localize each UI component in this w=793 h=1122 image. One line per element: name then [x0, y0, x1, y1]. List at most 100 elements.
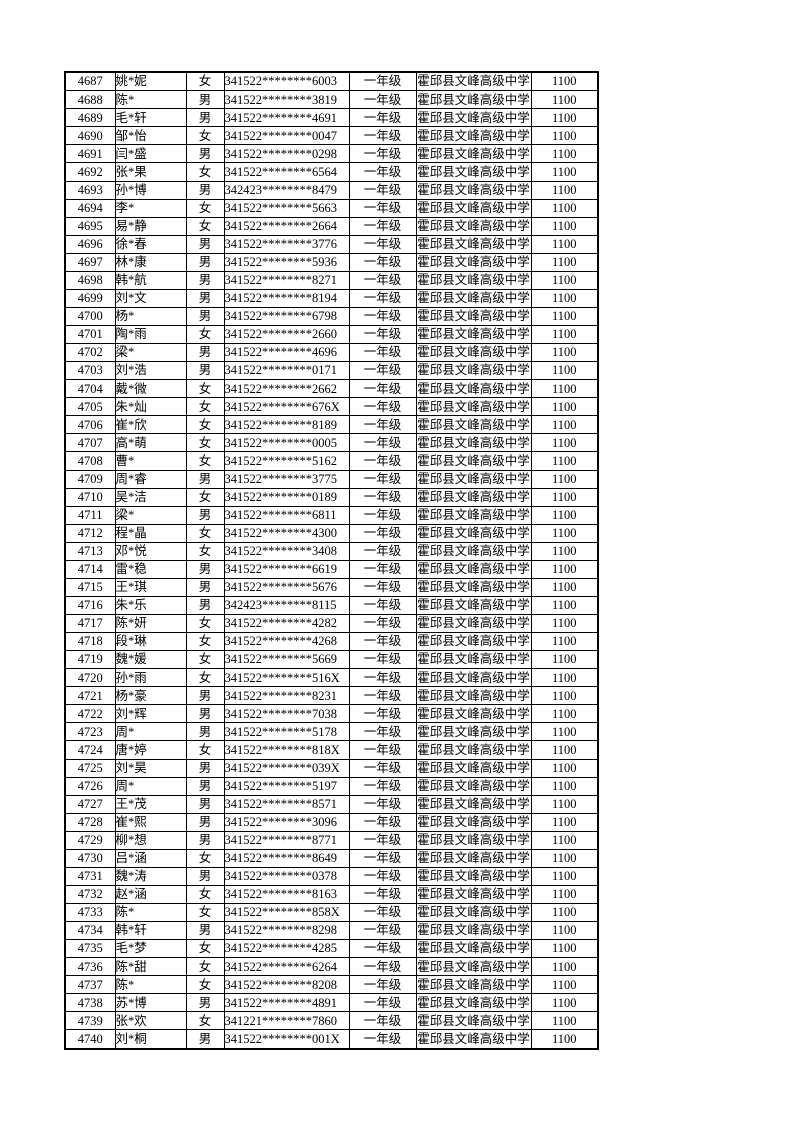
cell-school: 霍邱县文峰高级中学: [415, 993, 532, 1013]
cell-student-name: 陈*甜: [114, 957, 187, 977]
cell-serial-number: 4718: [64, 632, 116, 652]
cell-school: 霍邱县文峰高级中学: [415, 903, 532, 923]
cell-amount: 1100: [530, 794, 599, 814]
cell-amount: 1100: [530, 668, 599, 688]
cell-gender: 男: [185, 234, 225, 254]
cell-student-name: 周*睿: [114, 469, 187, 489]
cell-id-number: 341522********6811: [223, 505, 350, 525]
cell-student-name: 刘*昊: [114, 758, 187, 778]
cell-amount: 1100: [530, 270, 599, 290]
cell-id-number: 341522********4268: [223, 632, 350, 652]
cell-grade: 一年级: [348, 903, 417, 923]
cell-gender: 男: [185, 776, 225, 796]
cell-amount: 1100: [530, 722, 599, 742]
cell-gender: 男: [185, 144, 225, 164]
cell-student-name: 段*琳: [114, 632, 187, 652]
cell-student-name: 陈*: [114, 90, 187, 110]
cell-student-name: 雷*稳: [114, 559, 187, 579]
cell-id-number: 341522********0298: [223, 144, 350, 164]
table-row: 4705 朱*灿 女 341522********676X 一年级 霍邱县文峰高…: [64, 397, 599, 417]
cell-serial-number: 4700: [64, 306, 116, 327]
cell-id-number: 341522********8194: [223, 288, 350, 308]
table-row: 4712 程*晶 女 341522********4300 一年级 霍邱县文峰高…: [64, 523, 599, 543]
cell-serial-number: 4724: [64, 740, 116, 760]
cell-amount: 1100: [530, 433, 599, 453]
cell-serial-number: 4708: [64, 451, 116, 471]
cell-grade: 一年级: [348, 595, 417, 616]
cell-gender: 女: [185, 668, 225, 688]
table-row: 4687 姚*妮 女 341522********6003 一年级 霍邱县文峰高…: [64, 71, 599, 92]
cell-amount: 1100: [530, 921, 599, 941]
cell-gender: 男: [185, 758, 225, 778]
table-row: 4733 陈* 女 341522********858X 一年级 霍邱县文峰高级…: [64, 903, 599, 923]
cell-serial-number: 4703: [64, 361, 116, 381]
cell-amount: 1100: [530, 1011, 599, 1031]
cell-amount: 1100: [530, 180, 599, 200]
cell-gender: 男: [185, 90, 225, 110]
cell-gender: 女: [185, 162, 225, 182]
cell-serial-number: 4692: [64, 162, 116, 182]
cell-id-number: 341522********3819: [223, 90, 350, 110]
cell-id-number: 341522********8649: [223, 848, 350, 868]
cell-id-number: 341522********2662: [223, 379, 350, 399]
table-row: 4692 张*果 女 341522********6564 一年级 霍邱县文峰高…: [64, 162, 599, 182]
cell-school: 霍邱县文峰高级中学: [415, 325, 532, 345]
cell-grade: 一年级: [348, 650, 417, 670]
cell-id-number: 341522********8298: [223, 921, 350, 941]
cell-id-number: 341522********4285: [223, 939, 350, 959]
cell-serial-number: 4736: [64, 957, 116, 977]
table-row: 4723 周* 男 341522********5178 一年级 霍邱县文峰高级…: [64, 722, 599, 742]
cell-school: 霍邱县文峰高级中学: [415, 126, 532, 146]
cell-serial-number: 4739: [64, 1011, 116, 1031]
cell-gender: 男: [185, 505, 225, 525]
cell-grade: 一年级: [348, 252, 417, 272]
cell-grade: 一年级: [348, 469, 417, 489]
cell-student-name: 程*晶: [114, 523, 187, 543]
cell-grade: 一年级: [348, 577, 417, 597]
table-row: 4693 孙*博 男 342423********8479 一年级 霍邱县文峰高…: [64, 180, 599, 200]
cell-grade: 一年级: [348, 523, 417, 543]
cell-student-name: 孙*雨: [114, 668, 187, 688]
cell-id-number: 341522********8163: [223, 884, 350, 905]
cell-school: 霍邱县文峰高级中学: [415, 614, 532, 634]
table-row: 4688 陈* 男 341522********3819 一年级 霍邱县文峰高级…: [64, 90, 599, 110]
cell-serial-number: 4694: [64, 198, 116, 218]
cell-id-number: 341522********5669: [223, 650, 350, 670]
cell-gender: 男: [185, 595, 225, 616]
table-row: 4734 韩*轩 男 341522********8298 一年级 霍邱县文峰高…: [64, 921, 599, 941]
cell-gender: 女: [185, 433, 225, 453]
cell-school: 霍邱县文峰高级中学: [415, 577, 532, 597]
cell-gender: 男: [185, 722, 225, 742]
cell-serial-number: 4702: [64, 343, 116, 363]
cell-amount: 1100: [530, 487, 599, 507]
cell-school: 霍邱县文峰高级中学: [415, 812, 532, 832]
cell-serial-number: 4711: [64, 505, 116, 525]
cell-amount: 1100: [530, 288, 599, 308]
cell-grade: 一年级: [348, 921, 417, 941]
cell-amount: 1100: [530, 469, 599, 489]
cell-school: 霍邱县文峰高级中学: [415, 595, 532, 616]
table-row: 4710 吴*洁 女 341522********0189 一年级 霍邱县文峰高…: [64, 487, 599, 507]
cell-gender: 男: [185, 921, 225, 941]
cell-school: 霍邱县文峰高级中学: [415, 848, 532, 868]
table-row: 4704 戴*微 女 341522********2662 一年级 霍邱县文峰高…: [64, 379, 599, 399]
cell-grade: 一年级: [348, 108, 417, 128]
cell-gender: 男: [185, 866, 225, 886]
cell-grade: 一年级: [348, 668, 417, 688]
cell-school: 霍邱县文峰高级中学: [415, 216, 532, 236]
cell-grade: 一年级: [348, 433, 417, 453]
table-row: 4706 崔*欣 女 341522********8189 一年级 霍邱县文峰高…: [64, 415, 599, 435]
cell-student-name: 戴*微: [114, 379, 187, 399]
cell-school: 霍邱县文峰高级中学: [415, 776, 532, 796]
cell-id-number: 341522********818X: [223, 740, 350, 760]
cell-amount: 1100: [530, 884, 599, 905]
cell-gender: 女: [185, 487, 225, 507]
cell-student-name: 孙*博: [114, 180, 187, 200]
cell-serial-number: 4691: [64, 144, 116, 164]
cell-serial-number: 4697: [64, 252, 116, 272]
cell-serial-number: 4713: [64, 541, 116, 561]
cell-student-name: 梁*: [114, 343, 187, 363]
cell-amount: 1100: [530, 541, 599, 561]
cell-gender: 男: [185, 812, 225, 832]
cell-amount: 1100: [530, 758, 599, 778]
